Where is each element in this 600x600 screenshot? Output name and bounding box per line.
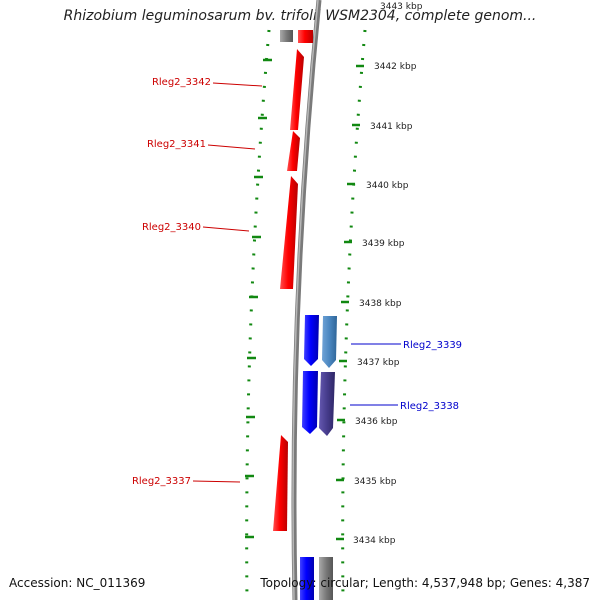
- gene-label-rleg2-3337[interactable]: Rleg2_3337: [132, 476, 191, 487]
- gene-label-rleg2-3339[interactable]: Rleg2_3339: [403, 340, 462, 351]
- tick-label: 3435 kbp: [354, 477, 397, 487]
- tick-label: 3434 kbp: [353, 536, 396, 546]
- map-title: Rhizobium leguminosarum bv. trifolii WSM…: [63, 8, 537, 24]
- tick-label: 3440 kbp: [366, 181, 409, 191]
- gene-arrow-rleg2-3339-cds[interactable]: [322, 316, 337, 368]
- gene-stub-blue-bottom[interactable]: [300, 557, 314, 600]
- genome-summary-text: Topology: circular; Length: 4,537,948 bp…: [260, 576, 590, 590]
- gene-arrow-rleg2-3338-cds[interactable]: [319, 372, 335, 436]
- gene-label-rleg2-3340[interactable]: Rleg2_3340: [142, 222, 201, 233]
- tick-label: 3439 kbp: [362, 239, 405, 249]
- gene-label-rleg2-3341[interactable]: Rleg2_3341: [147, 139, 206, 150]
- gene-stub-grey-bottom[interactable]: [319, 557, 333, 600]
- accession-text: Accession: NC_011369: [9, 576, 146, 590]
- gene-arrow-rleg2-3339[interactable]: [304, 315, 319, 366]
- ruler-outer-arc: [341, 29, 367, 600]
- gene-label-leaders: [192, 82, 401, 483]
- tick-label: 3442 kbp: [374, 62, 417, 72]
- tick-label: 3438 kbp: [359, 299, 402, 309]
- gene-arrow-rleg2-3340[interactable]: [280, 176, 298, 289]
- gene-arrow-rleg2-3341[interactable]: [287, 131, 300, 171]
- gene-arrow-rleg2-3342[interactable]: [290, 49, 304, 130]
- ruler-major-ticks: [245, 58, 364, 541]
- gene-stub-red-top[interactable]: [298, 30, 313, 43]
- gene-label-rleg2-3338[interactable]: Rleg2_3338: [400, 401, 459, 412]
- tick-label: 3436 kbp: [355, 417, 398, 427]
- gene-arrow-rleg2-3338[interactable]: [302, 371, 318, 434]
- gene-arrow-rleg2-3337[interactable]: [273, 435, 288, 531]
- gene-label-rleg2-3342[interactable]: Rleg2_3342: [152, 77, 211, 88]
- ruler-inner-arc: [245, 29, 271, 600]
- tick-label: 3443 kbp: [380, 2, 423, 12]
- tick-label: 3437 kbp: [357, 358, 400, 368]
- gene-stub-grey-top[interactable]: [280, 30, 293, 42]
- tick-label: 3441 kbp: [370, 122, 413, 132]
- genome-backbone: [291, 0, 322, 600]
